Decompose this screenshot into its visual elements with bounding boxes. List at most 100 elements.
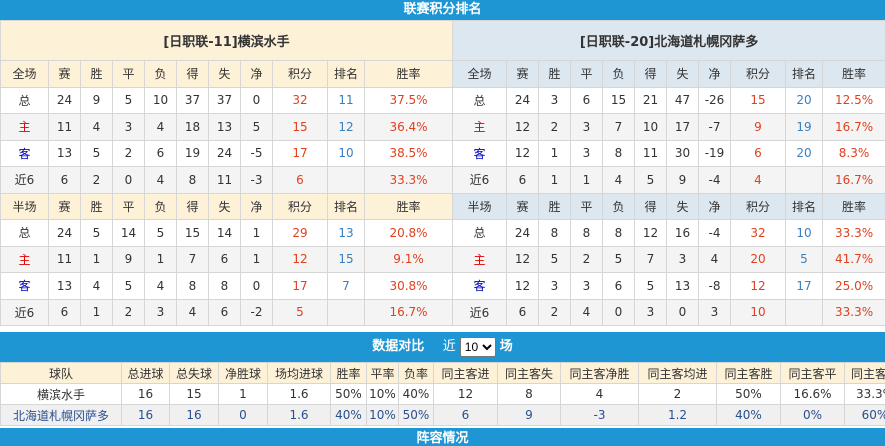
cell: 主 xyxy=(1,114,49,141)
cell: 1 xyxy=(145,246,177,273)
cell: 4 xyxy=(699,246,731,273)
cell: 19 xyxy=(177,140,209,167)
column-header: 赛 xyxy=(507,61,539,88)
cell: 40% xyxy=(717,405,781,426)
cell: 47 xyxy=(667,87,699,114)
column-header: 胜率 xyxy=(365,61,453,88)
cell: 12 xyxy=(507,246,539,273)
column-header: 胜 xyxy=(539,193,571,220)
cell: 总 xyxy=(453,87,507,114)
cell: 50% xyxy=(331,384,367,405)
column-header: 平 xyxy=(571,193,603,220)
cell: 33.3% xyxy=(823,299,885,326)
cell: 21 xyxy=(635,87,667,114)
column-header: 赛 xyxy=(49,61,81,88)
cell: 8 xyxy=(209,273,241,300)
column-header: 胜率 xyxy=(331,363,367,384)
cell: 2 xyxy=(113,140,145,167)
cell: 40% xyxy=(331,405,367,426)
cell: 3 xyxy=(699,299,731,326)
cell: 8 xyxy=(177,273,209,300)
column-header: 总失球 xyxy=(170,363,219,384)
cell: 15 xyxy=(328,246,365,273)
cell: 11 xyxy=(49,246,81,273)
cell: 5 xyxy=(145,220,177,247)
column-header: 总进球 xyxy=(122,363,170,384)
cell: 3 xyxy=(571,140,603,167)
cell: 9.1% xyxy=(365,246,453,273)
cell: 5 xyxy=(81,140,113,167)
cell: 2 xyxy=(639,384,717,405)
match-count-select[interactable]: 10 xyxy=(460,337,496,357)
cell: 1.6 xyxy=(268,405,331,426)
cell: 5 xyxy=(113,87,145,114)
cell: 9 xyxy=(667,167,699,194)
cell: 1 xyxy=(81,246,113,273)
column-header: 排名 xyxy=(786,61,823,88)
column-header: 积分 xyxy=(731,193,786,220)
cell: 11 xyxy=(209,167,241,194)
cell: 8.3% xyxy=(823,140,885,167)
cell: 37 xyxy=(177,87,209,114)
cell: 客 xyxy=(1,140,49,167)
cell: 32 xyxy=(273,87,328,114)
cell: 29 xyxy=(273,220,328,247)
cell: 4 xyxy=(145,273,177,300)
cell: 1.2 xyxy=(639,405,717,426)
column-header: 同主客负 xyxy=(845,363,885,384)
cell: 总 xyxy=(453,220,507,247)
cell: 12 xyxy=(507,273,539,300)
cell: 客 xyxy=(1,273,49,300)
column-header: 胜率 xyxy=(823,193,885,220)
cell: 5 xyxy=(635,167,667,194)
column-header: 全场 xyxy=(1,61,49,88)
compare-prefix: 近 xyxy=(443,339,456,354)
cell: 12 xyxy=(507,140,539,167)
column-header: 净 xyxy=(241,61,273,88)
cell: 近6 xyxy=(1,299,49,326)
column-header: 排名 xyxy=(328,193,365,220)
column-header: 失 xyxy=(209,61,241,88)
cell: 20 xyxy=(786,140,823,167)
column-header: 同主客失 xyxy=(498,363,561,384)
cell: 17 xyxy=(667,114,699,141)
cell: 10 xyxy=(786,220,823,247)
cell: -7 xyxy=(699,114,731,141)
cell: 1 xyxy=(571,167,603,194)
cell: 19 xyxy=(786,114,823,141)
column-header: 胜 xyxy=(539,61,571,88)
cell: 32 xyxy=(731,220,786,247)
cell: 5 xyxy=(786,246,823,273)
column-header: 半场 xyxy=(1,193,49,220)
cell: 24 xyxy=(209,140,241,167)
cell: 4 xyxy=(177,299,209,326)
cell: 13 xyxy=(49,140,81,167)
cell: 4 xyxy=(81,114,113,141)
cell: 50% xyxy=(717,384,781,405)
cell: 3 xyxy=(635,299,667,326)
column-header: 得 xyxy=(635,61,667,88)
cell: -5 xyxy=(241,140,273,167)
cell: 2 xyxy=(571,246,603,273)
cell: 主 xyxy=(1,246,49,273)
cell: 16.7% xyxy=(823,114,885,141)
cell: 12 xyxy=(273,246,328,273)
cell: 5 xyxy=(81,220,113,247)
cell: 12 xyxy=(328,114,365,141)
team-name: 北海道札幌冈萨多 xyxy=(1,405,122,426)
cell: 近6 xyxy=(453,167,507,194)
cell: 近6 xyxy=(453,299,507,326)
cell: 15 xyxy=(177,220,209,247)
cell: 12 xyxy=(434,384,498,405)
column-header: 胜率 xyxy=(823,61,885,88)
cell: 7 xyxy=(635,246,667,273)
column-header: 净 xyxy=(699,193,731,220)
